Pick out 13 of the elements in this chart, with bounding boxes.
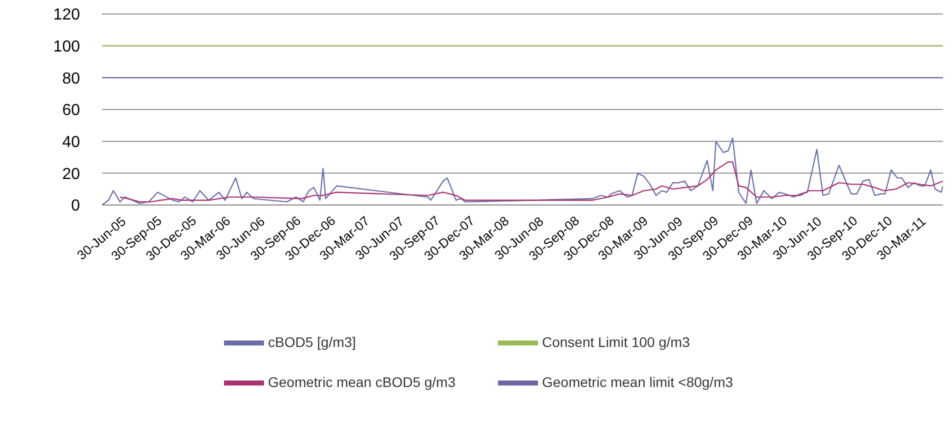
y-tick-label: 60 <box>62 102 80 120</box>
legend-label: cBOD5 [g/m3] <box>268 332 357 352</box>
line-series <box>102 138 943 205</box>
y-tick-label: 100 <box>53 38 80 56</box>
y-tick-label: 40 <box>62 134 80 152</box>
y-tick-label: 120 <box>53 6 80 24</box>
y-tick-label: 0 <box>71 198 80 215</box>
line-series <box>119 161 943 202</box>
legend-label: Geometric mean limit <80g/m3 <box>542 372 734 392</box>
legend-label: Geometric mean cBOD5 g/m3 <box>268 372 457 392</box>
legend-label: Consent Limit 100 g/m3 <box>542 332 691 352</box>
y-tick-label: 20 <box>62 166 80 183</box>
y-tick-label: 80 <box>62 70 80 88</box>
